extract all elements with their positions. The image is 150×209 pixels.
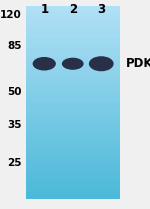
Bar (26, 121, 120, 125)
Bar (26, 6, 120, 9)
Bar (26, 47, 120, 51)
Bar (26, 28, 120, 32)
Ellipse shape (33, 57, 56, 71)
Bar (26, 44, 120, 48)
Bar (26, 182, 120, 186)
Text: 85: 85 (7, 41, 22, 51)
Bar (26, 157, 120, 160)
Bar (26, 89, 120, 93)
Bar (26, 137, 120, 141)
Bar (26, 195, 120, 199)
Bar (26, 124, 120, 128)
Bar (26, 73, 120, 77)
Bar (26, 160, 120, 163)
Bar (26, 144, 120, 147)
Bar (26, 112, 120, 115)
Bar (26, 70, 120, 74)
Bar (26, 57, 120, 61)
Bar (26, 54, 120, 57)
Text: 3: 3 (97, 3, 105, 16)
Ellipse shape (89, 56, 114, 71)
Text: PDK1: PDK1 (126, 57, 150, 70)
Text: 50: 50 (7, 87, 22, 97)
Bar (26, 83, 120, 86)
Bar (26, 169, 120, 173)
Bar (26, 134, 120, 138)
Bar (26, 64, 120, 67)
Bar (26, 163, 120, 167)
Bar (26, 108, 120, 112)
Bar (26, 76, 120, 80)
Bar (26, 96, 120, 99)
Bar (26, 172, 120, 176)
Bar (26, 192, 120, 195)
Bar (26, 153, 120, 157)
Bar (26, 41, 120, 45)
Bar (26, 189, 120, 192)
Bar (26, 67, 120, 70)
Bar (26, 15, 120, 19)
Text: 2: 2 (69, 3, 77, 16)
Bar (26, 118, 120, 122)
Bar (26, 32, 120, 35)
Bar (26, 51, 120, 54)
Bar (26, 102, 120, 106)
Bar (26, 150, 120, 154)
Bar (26, 92, 120, 96)
Text: 25: 25 (7, 158, 22, 168)
Bar (26, 140, 120, 144)
Bar (26, 166, 120, 170)
Ellipse shape (62, 58, 84, 70)
Bar (26, 38, 120, 42)
Bar (26, 185, 120, 189)
Text: 1: 1 (40, 3, 48, 16)
Bar (26, 12, 120, 16)
Bar (26, 9, 120, 13)
Bar (26, 35, 120, 38)
Bar (26, 25, 120, 29)
Bar (26, 128, 120, 131)
Bar (26, 105, 120, 109)
Text: 35: 35 (7, 120, 22, 130)
Bar (26, 86, 120, 90)
Bar (26, 99, 120, 102)
Bar (26, 22, 120, 25)
Bar (26, 19, 120, 22)
Bar (26, 60, 120, 64)
Bar (26, 80, 120, 83)
Bar (26, 176, 120, 179)
Bar (26, 115, 120, 119)
Bar (26, 179, 120, 182)
Text: 120: 120 (0, 10, 22, 20)
Bar (26, 147, 120, 150)
Bar (26, 131, 120, 134)
